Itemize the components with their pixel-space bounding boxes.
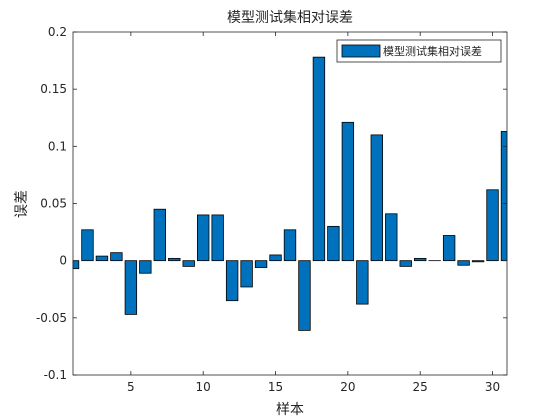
- x-tick-label: 25: [413, 380, 428, 394]
- bar-6: [139, 260, 152, 274]
- x-tick-label: 10: [196, 380, 211, 394]
- bar-25: [414, 257, 427, 262]
- bar-7: [153, 208, 166, 262]
- x-tick-label: 5: [127, 380, 135, 394]
- bar-17: [298, 260, 311, 331]
- bar-10: [197, 214, 210, 262]
- bar-5: [124, 260, 138, 315]
- bar-29: [471, 260, 485, 263]
- bar-21: [356, 260, 369, 305]
- y-tick-label: -0.05: [36, 311, 67, 325]
- y-tick-label: 0.15: [40, 82, 67, 96]
- plot-area: [73, 32, 507, 375]
- chart-title: 模型测试集相对误差: [227, 9, 353, 26]
- bar-13: [240, 260, 253, 288]
- y-tick-label: 0.2: [48, 25, 67, 39]
- bar-19: [327, 225, 340, 262]
- bar-14: [254, 260, 268, 268]
- y-tick-label: 0.1: [48, 139, 67, 153]
- bar-30: [486, 189, 499, 262]
- bar-4: [110, 252, 123, 262]
- legend-swatch: [341, 44, 381, 58]
- bar-8: [168, 257, 181, 262]
- x-tick-label: 20: [340, 380, 355, 394]
- bar-2: [81, 229, 94, 262]
- bars-group: [72, 56, 508, 331]
- bar-9: [182, 260, 195, 267]
- x-tick-label: 15: [268, 380, 283, 394]
- legend: 模型测试集相对误差: [336, 39, 502, 63]
- y-tick-label: -0.1: [44, 368, 67, 382]
- bar-23: [385, 213, 398, 262]
- y-tick-label: 0.05: [40, 197, 67, 211]
- bar-27: [442, 235, 456, 262]
- y-tick-label: 0: [59, 254, 67, 268]
- x-axis-label: 样本: [276, 402, 304, 418]
- bar-16: [283, 229, 297, 262]
- bar-31: [500, 131, 508, 262]
- bar-11: [211, 214, 224, 262]
- bar-1: [72, 260, 80, 270]
- bar-15: [269, 254, 282, 262]
- axes-group: -0.1 -0.05 0 0.05 0.1 0.15 0.2 5 10 15 20 25 30: [36, 25, 508, 394]
- bar-18: [312, 56, 326, 262]
- x-tick-label: 30: [485, 380, 500, 394]
- bar-12: [225, 260, 239, 302]
- bar-20: [341, 121, 355, 262]
- y-axis-label: 误差: [14, 190, 30, 218]
- bar-24: [399, 260, 412, 267]
- legend-label: 模型测试集相对误差: [383, 44, 482, 58]
- bar-28: [457, 260, 470, 266]
- bar-3: [95, 255, 109, 262]
- bar-22: [370, 134, 383, 262]
